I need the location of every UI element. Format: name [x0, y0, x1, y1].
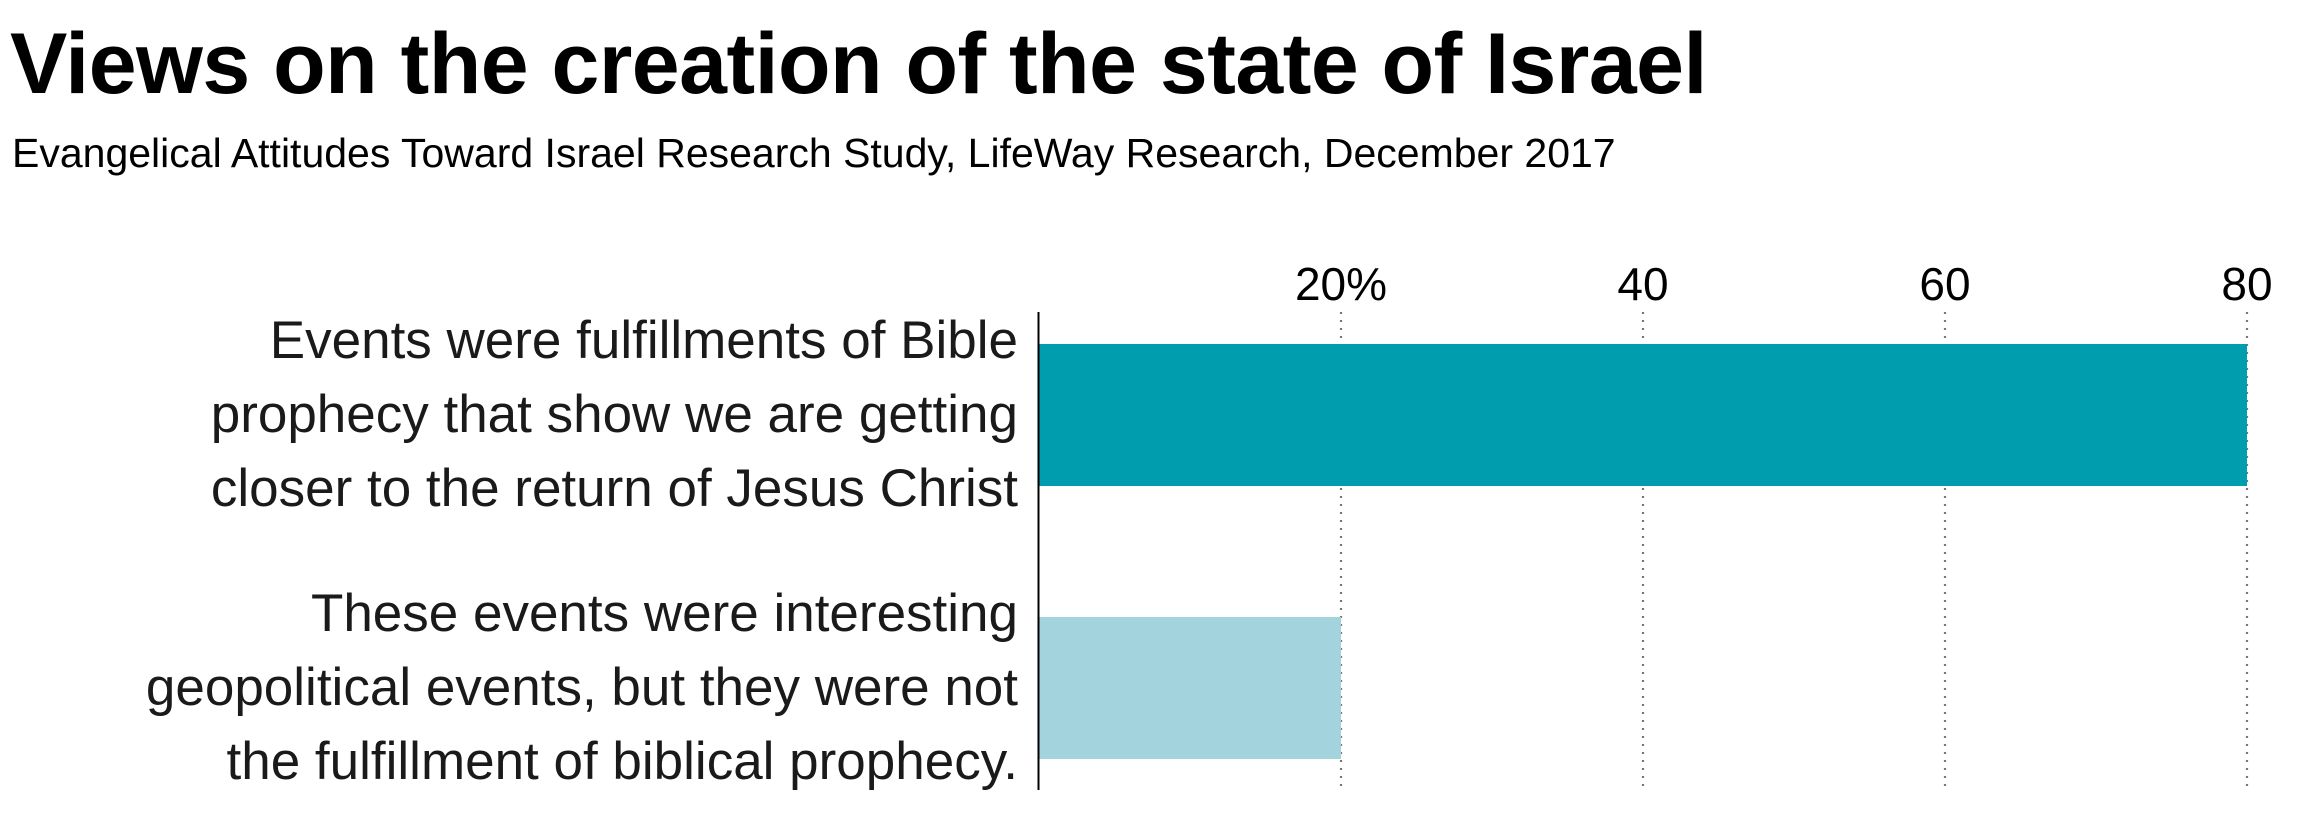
- category-label-1-line-3: closer to the return of Jesus Christ: [211, 459, 1018, 518]
- chart-title: Views on the creation of the state of Is…: [10, 16, 1707, 112]
- category-label-1: Events were fulfillments of Bible prophec…: [211, 311, 1019, 518]
- tick-label-60: 60: [1919, 258, 1970, 310]
- tick-label-40: 40: [1617, 258, 1668, 310]
- category-labels: Events were fulfillments of Bible prophec…: [146, 311, 1018, 791]
- tick-label-80: 80: [2221, 258, 2272, 310]
- bar-1: [1039, 344, 2247, 486]
- category-label-1-line-2: prophecy that show we are getting: [211, 385, 1018, 444]
- category-label-2: These events were interesting geopolitica…: [146, 584, 1018, 791]
- category-label-2-line-3: the fulfillment of biblical prophecy.: [227, 732, 1018, 791]
- tick-label-20: 20%: [1295, 258, 1387, 310]
- category-label-2-line-2: geopolitical events, but they were not: [146, 658, 1018, 717]
- category-label-1-line-1: Events were fulfillments of Bible: [270, 311, 1018, 370]
- bars: [1039, 344, 2247, 759]
- category-label-2-line-1: These events were interesting: [311, 584, 1018, 643]
- chart-subtitle: Evangelical Attitudes Toward Israel Rese…: [12, 130, 1616, 176]
- bar-2: [1039, 617, 1341, 759]
- tick-labels: 20% 40 60 80: [1295, 258, 2273, 310]
